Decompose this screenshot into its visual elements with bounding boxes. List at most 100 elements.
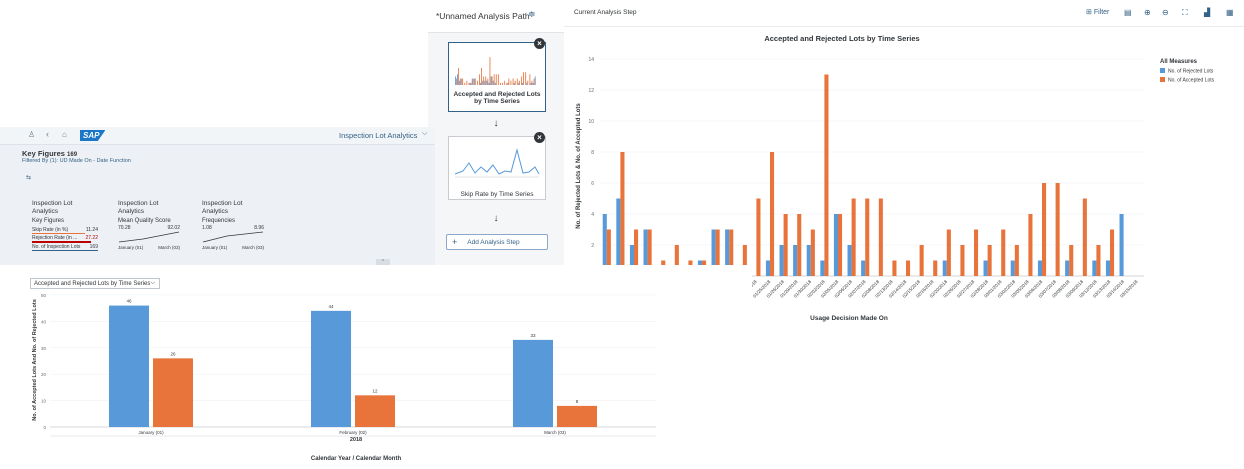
analysis-path-title[interactable]: *Unnamed Analysis Path: [436, 11, 530, 21]
plus-icon: +: [452, 237, 458, 247]
analysis-step-card[interactable]: Skip Rate by Time Series: [448, 136, 546, 200]
sap-logo[interactable]: SAP: [80, 130, 106, 141]
accepted-lots-bar[interactable]: [729, 229, 734, 277]
rejected-lots-bar[interactable]: [847, 245, 852, 276]
thumbnail-bar: [510, 80, 512, 85]
rejected-lots-bar[interactable]: [153, 358, 193, 427]
accepted-lots-bar[interactable]: [946, 229, 951, 277]
rejected-lots-bar[interactable]: [1065, 260, 1070, 277]
rejected-lots-bar[interactable]: [779, 245, 784, 276]
chevron-down-icon[interactable]: ⌵: [422, 130, 428, 137]
close-icon[interactable]: ×: [534, 38, 545, 49]
legend-item[interactable]: No. of Rejected Lots: [1168, 69, 1214, 75]
accepted-lots-bar[interactable]: [1001, 229, 1006, 277]
monthly-bar-chart: 0 10 20 30 40 50 46 26 44 12 33 8 January (01) Febr…: [32, 293, 656, 462]
rejected-lots-bar[interactable]: [602, 214, 607, 276]
rejected-lots-bar[interactable]: [725, 229, 730, 277]
accepted-lots-bar[interactable]: [851, 198, 856, 277]
filter-status-text[interactable]: Filtered By (1): UD Made On - Date Funct…: [22, 158, 131, 164]
accepted-lots-bar[interactable]: [1014, 245, 1019, 276]
zoom-in-icon[interactable]: ⊕: [1144, 8, 1151, 17]
accepted-lots-bar[interactable]: [824, 74, 829, 277]
table-icon[interactable]: ▤: [1124, 8, 1132, 17]
settings-grid-icon[interactable]: ▦: [1226, 8, 1234, 17]
adapt-filter-icon[interactable]: ⇆: [26, 175, 32, 181]
fullscreen-icon[interactable]: ⛶: [1182, 8, 1188, 17]
legend-swatch: [1160, 68, 1165, 73]
close-icon[interactable]: ×: [534, 132, 545, 143]
analysis-step-card[interactable]: Accepted and Rejected Lots by Time Serie…: [448, 42, 546, 112]
accepted-lots-bar[interactable]: [974, 229, 979, 277]
rejected-lots-bar[interactable]: [711, 229, 716, 277]
accepted-lots-bar[interactable]: [620, 152, 625, 276]
kpi-card-frequencies[interactable]: Inspection Lot Analytics Frequencies 1.0…: [202, 200, 264, 250]
accepted-lots-bar[interactable]: [770, 152, 775, 276]
rejected-lots-bar[interactable]: [983, 260, 988, 277]
accepted-lots-bar[interactable]: [892, 260, 897, 277]
accepted-lots-bar[interactable]: [311, 310, 351, 427]
thumbnail-bar: [508, 78, 510, 85]
accepted-lots-bar[interactable]: [987, 245, 992, 276]
accepted-lots-bar[interactable]: [606, 229, 611, 277]
rejected-lots-bar[interactable]: [806, 245, 811, 276]
kpi-card-key-figures[interactable]: Inspection Lot Analytics Key Figures Ski…: [32, 200, 98, 251]
accepted-lots-bar[interactable]: [1096, 245, 1101, 276]
rejected-lots-bar[interactable]: [1105, 260, 1110, 277]
accepted-lots-bar[interactable]: [797, 214, 802, 276]
rejected-lots-bar[interactable]: [643, 229, 648, 277]
accepted-lots-bar[interactable]: [674, 245, 679, 276]
chart-type-icon[interactable]: ▟: [1204, 8, 1211, 17]
accepted-lots-bar[interactable]: [1082, 198, 1087, 277]
rejected-lots-bar[interactable]: [820, 260, 825, 277]
rejected-lots-bar[interactable]: [833, 214, 838, 276]
thumbnail-bar: [455, 78, 457, 85]
rejected-lots-bar[interactable]: [942, 260, 947, 277]
accepted-lots-bar[interactable]: [742, 245, 747, 276]
zoom-out-icon[interactable]: ⊖: [1162, 8, 1169, 17]
accepted-lots-bar[interactable]: [919, 245, 924, 276]
accepted-lots-bar[interactable]: [513, 339, 553, 427]
rejected-lots-bar[interactable]: [1010, 260, 1015, 277]
rejected-lots-bar[interactable]: [1037, 260, 1042, 277]
rejected-lots-bar[interactable]: [355, 395, 395, 427]
accepted-lots-bar[interactable]: [647, 229, 652, 277]
rejected-lots-bar[interactable]: [861, 260, 866, 277]
rejected-lots-bar[interactable]: [765, 260, 770, 277]
collapse-header-button[interactable]: ^: [376, 259, 390, 265]
accepted-lots-bar[interactable]: [1110, 229, 1115, 277]
accepted-lots-bar[interactable]: [634, 229, 639, 277]
filter-button[interactable]: ⊞ Filter: [1086, 8, 1109, 16]
legend-item[interactable]: No. of Accepted Lots: [1168, 78, 1215, 84]
back-icon[interactable]: ‹: [46, 129, 49, 139]
app-title[interactable]: Inspection Lot Analytics: [339, 131, 418, 140]
rejected-lots-bar[interactable]: [1092, 260, 1097, 277]
rejected-lots-bar[interactable]: [629, 245, 634, 276]
rejected-lots-bar[interactable]: [793, 245, 798, 276]
accepted-lots-bar[interactable]: [715, 229, 720, 277]
data-label: 8: [576, 399, 579, 404]
rejected-lots-bar[interactable]: [557, 405, 597, 427]
home-icon[interactable]: ⌂: [62, 130, 67, 139]
accepted-lots-bar[interactable]: [878, 198, 883, 277]
add-analysis-step-button[interactable]: + Add Analysis Step: [446, 234, 548, 250]
accepted-lots-bar[interactable]: [906, 260, 911, 277]
accepted-lots-bar[interactable]: [1069, 245, 1074, 276]
accepted-lots-bar[interactable]: [865, 198, 870, 277]
user-icon[interactable]: ♙: [28, 130, 36, 139]
rejected-lots-bar[interactable]: [1119, 214, 1124, 276]
accepted-lots-bar[interactable]: [109, 305, 149, 427]
accepted-lots-bar[interactable]: [1042, 183, 1047, 276]
accepted-lots-bar[interactable]: [838, 214, 843, 276]
accepted-lots-bar[interactable]: [1028, 214, 1033, 276]
accepted-lots-bar[interactable]: [1055, 183, 1060, 276]
accepted-lots-bar[interactable]: [933, 260, 938, 277]
accepted-lots-bar[interactable]: [756, 198, 761, 277]
rejected-lots-bar[interactable]: [616, 198, 621, 277]
accepted-lots-bar[interactable]: [783, 214, 788, 276]
accepted-lots-bar[interactable]: [960, 245, 965, 276]
chart-selector-dropdown[interactable]: Accepted and Rejected Lots by Time Serie…: [30, 278, 160, 289]
kpi-card-mean-quality-score[interactable]: Inspection Lot Analytics Mean Quality Sc…: [118, 200, 180, 250]
accepted-lots-bar[interactable]: [810, 229, 815, 277]
thumbnail-bar: [481, 67, 482, 85]
path-filter-icon[interactable]: ≑: [528, 9, 536, 19]
